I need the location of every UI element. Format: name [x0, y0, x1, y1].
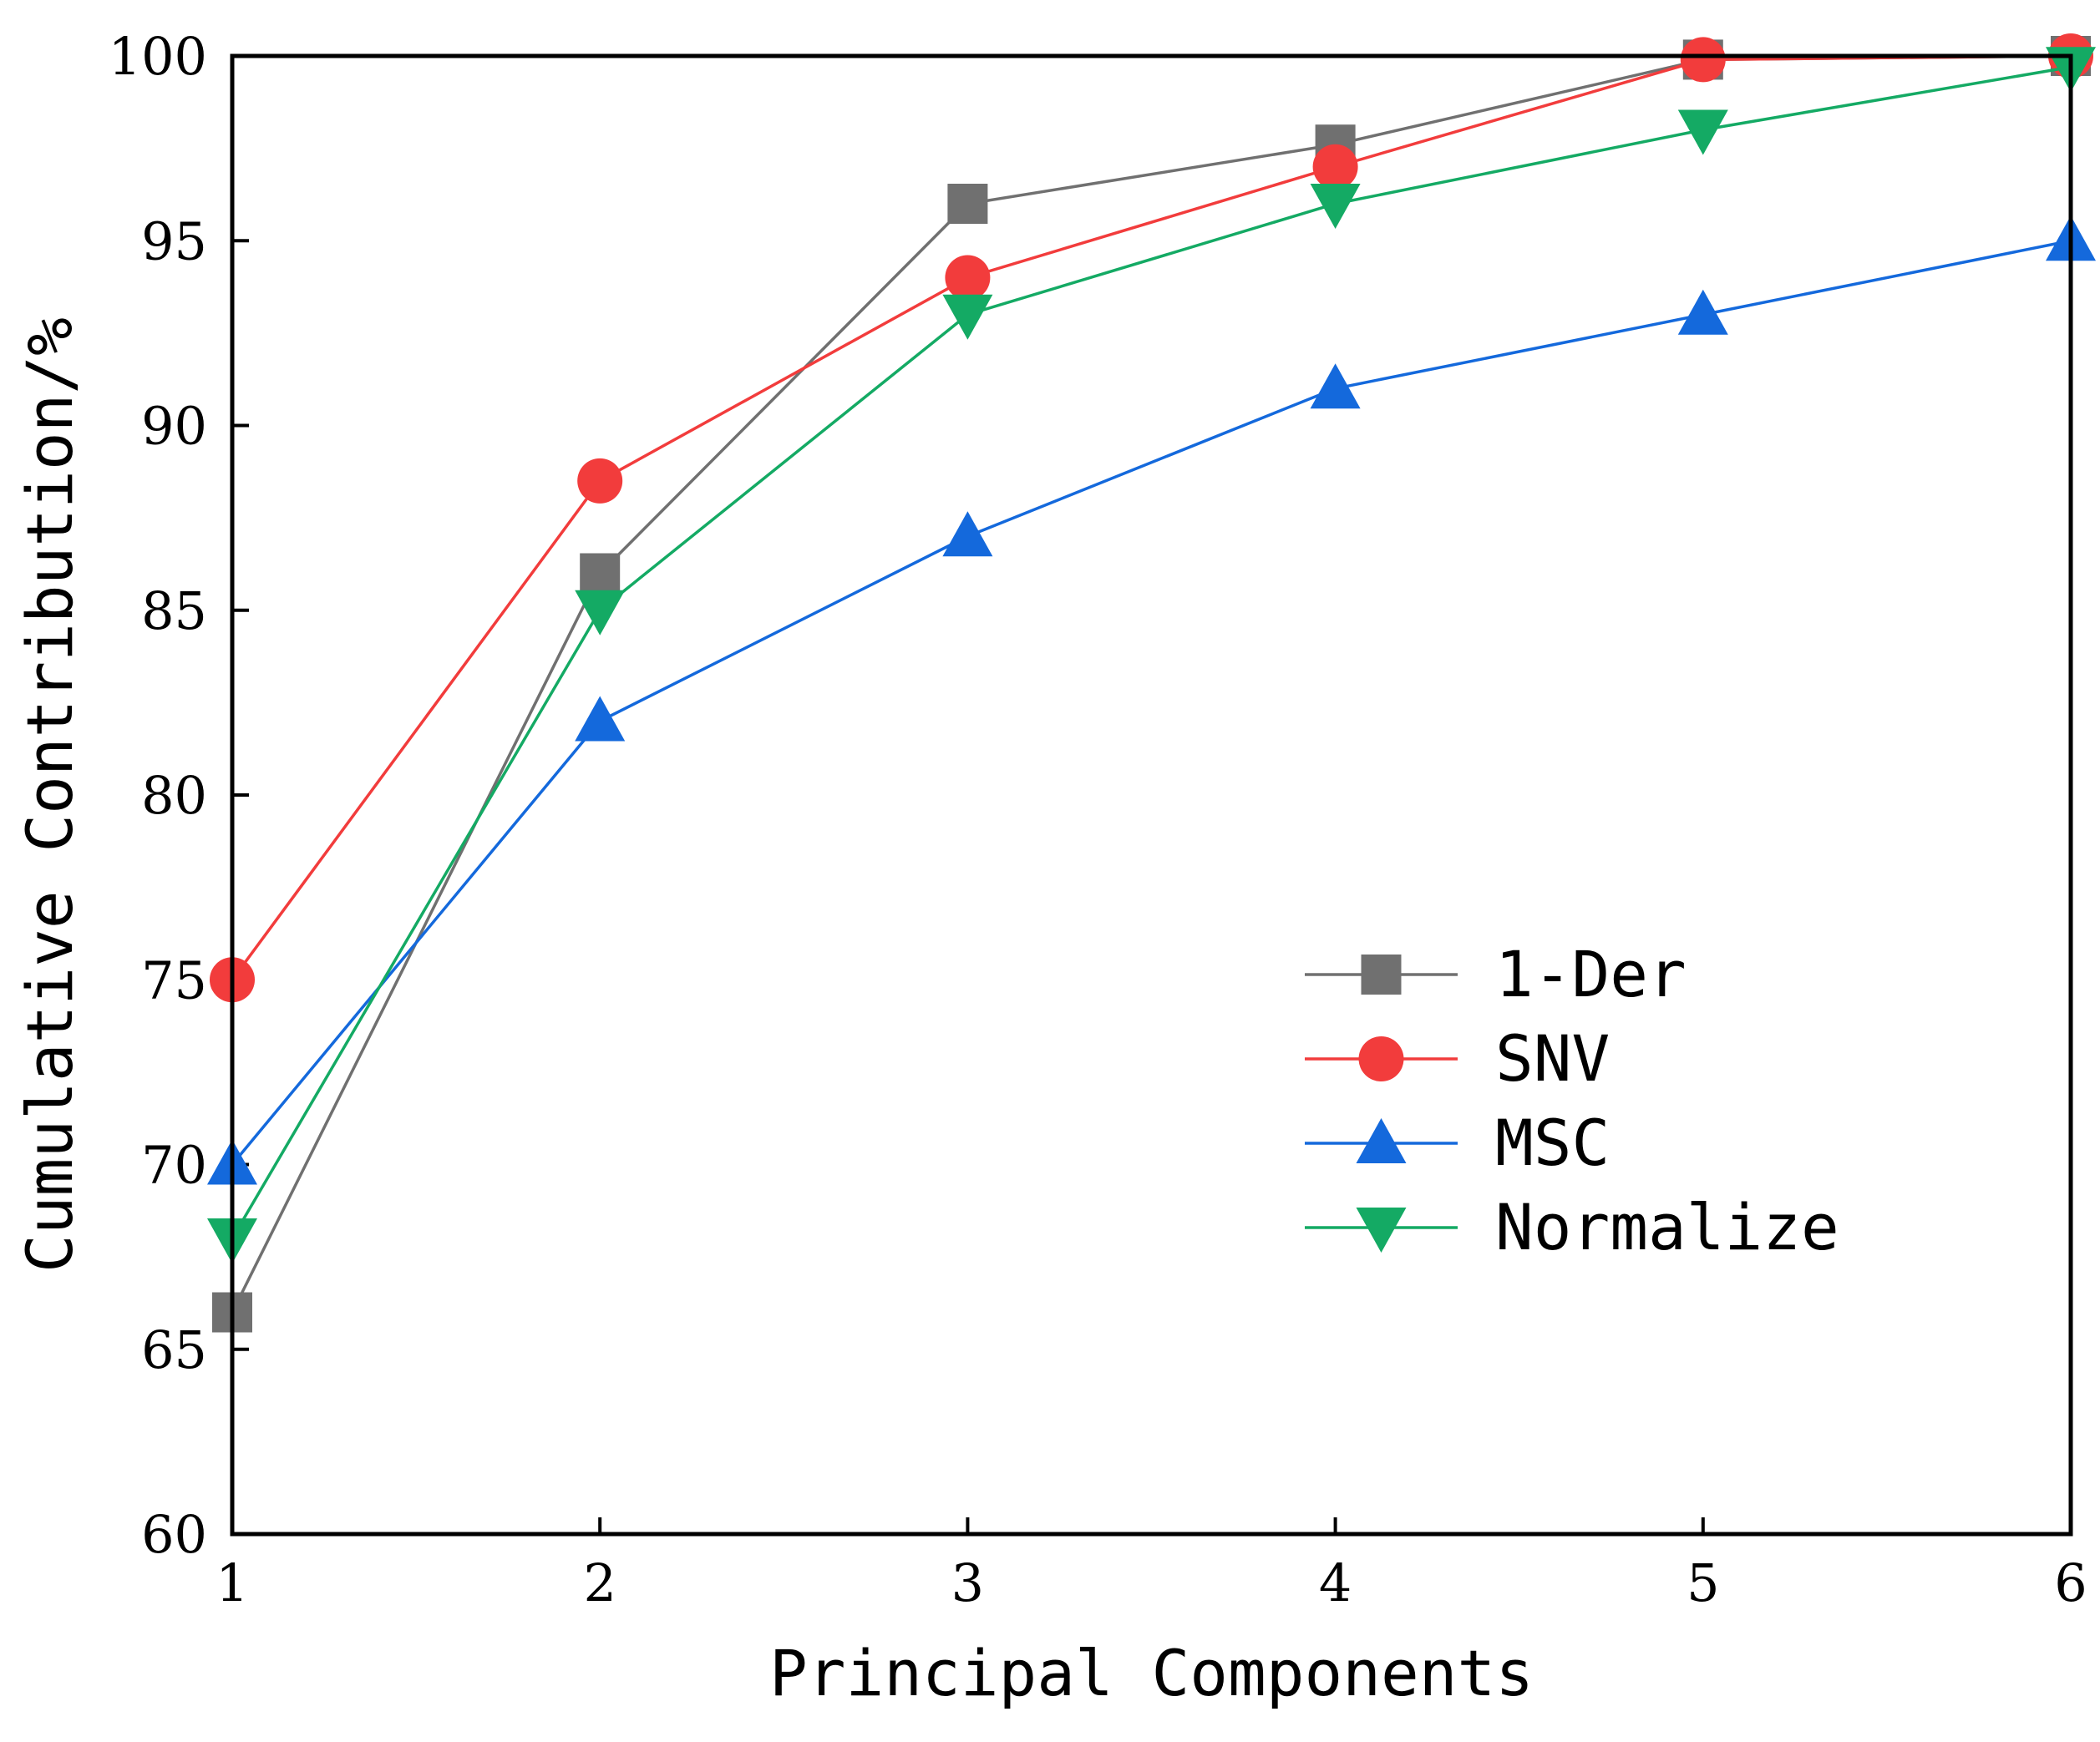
- legend-label: Normalize: [1495, 1190, 1839, 1264]
- legend-marker: [1356, 1208, 1407, 1253]
- x-tick-label: 4: [1319, 1552, 1352, 1613]
- y-tick-label: 85: [141, 580, 207, 641]
- legend-marker: [1356, 1118, 1407, 1163]
- y-tick-label: 70: [141, 1135, 207, 1196]
- data-point: [575, 696, 626, 742]
- plot-frame: [230, 53, 2073, 1537]
- legend-label: 1-Der: [1495, 937, 1687, 1011]
- y-tick-label: 100: [109, 26, 207, 87]
- data-point: [1677, 289, 1728, 335]
- data-point: [1312, 144, 1358, 190]
- legend: 1-Der SNV MSC Normalize: [1305, 937, 1839, 1264]
- data-point: [942, 511, 993, 557]
- legend-label: SNV: [1495, 1021, 1610, 1096]
- data-point: [1680, 37, 1726, 83]
- x-tick-label: 3: [951, 1552, 984, 1613]
- x-tick-label: 2: [583, 1552, 616, 1613]
- data-point: [1310, 184, 1361, 229]
- legend-item: SNV: [1305, 1021, 1610, 1096]
- y-tick-label: 75: [141, 949, 207, 1010]
- x-tick-label: 1: [216, 1552, 248, 1613]
- y-tick-label: 90: [141, 396, 207, 457]
- y-tick-label: 80: [141, 765, 207, 826]
- legend-item: Normalize: [1305, 1190, 1839, 1264]
- legend-item: MSC: [1305, 1106, 1610, 1180]
- data-point: [1677, 109, 1728, 155]
- data-point: [942, 294, 993, 340]
- y-tick-label: 60: [141, 1504, 207, 1565]
- data-point: [945, 255, 991, 301]
- data-point: [575, 590, 626, 636]
- y-axis-title: Cumulative Contribution/%: [13, 317, 87, 1273]
- series-line: [231, 65, 2072, 1239]
- data-point: [580, 553, 621, 594]
- series-line: [231, 239, 2072, 1166]
- data-point: [1310, 363, 1361, 409]
- series-line: [231, 54, 2072, 981]
- legend-marker: [1358, 1036, 1404, 1081]
- x-axis-title: Principal Components: [769, 1636, 1534, 1710]
- legend-marker: [1361, 955, 1402, 995]
- data-point: [577, 458, 623, 504]
- tick-labels: 1 2 3 4 5 6 60 65 70 75 80 85 90 95 100: [109, 26, 2087, 1613]
- x-tick-label: 5: [1687, 1552, 1719, 1613]
- x-tick-label: 6: [2054, 1552, 2087, 1613]
- legend-label: MSC: [1495, 1106, 1610, 1180]
- legend-item: 1-Der: [1305, 937, 1687, 1011]
- y-tick-label: 65: [141, 1319, 207, 1380]
- series-layer: [207, 33, 2096, 1333]
- y-tick-label: 95: [141, 210, 207, 271]
- data-point: [947, 184, 988, 224]
- series-msc: [207, 215, 2096, 1185]
